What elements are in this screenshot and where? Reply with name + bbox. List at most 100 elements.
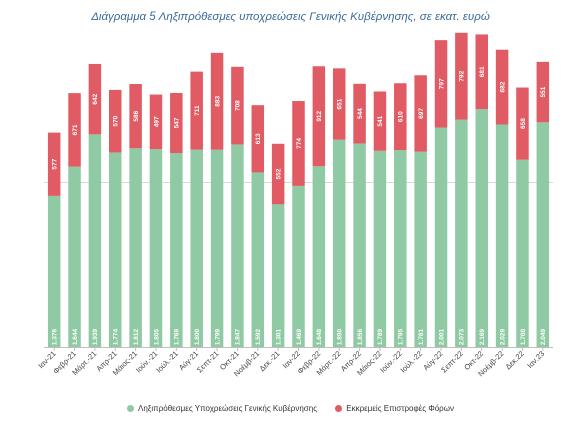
value-label-government-arrears-12: 1.469	[296, 328, 303, 345]
value-label-government-arrears-11: 1.301	[275, 328, 282, 345]
bar-government-arrears-9	[231, 144, 244, 347]
bar-government-arrears-0	[47, 195, 61, 347]
value-label-tax-refunds-1: 671	[72, 124, 79, 135]
value-label-government-arrears-15: 1.856	[357, 328, 364, 345]
value-label-tax-refunds-8: 883	[214, 95, 221, 106]
bar-government-arrears-18	[414, 151, 427, 347]
bar-tax-refunds-3	[109, 89, 122, 153]
bar-tax-refunds-2	[88, 63, 102, 135]
bar-government-arrears-4	[129, 148, 142, 347]
value-label-tax-refunds-12: 774	[296, 138, 303, 149]
value-label-government-arrears-6: 1.769	[174, 328, 181, 345]
bar-tax-refunds-12	[292, 101, 305, 186]
value-label-tax-refunds-21: 681	[479, 66, 486, 77]
value-label-tax-refunds-6: 547	[174, 117, 181, 128]
bar-tax-refunds-1	[68, 93, 81, 167]
value-label-government-arrears-9: 1.847	[235, 328, 242, 345]
bar-tax-refunds-6	[170, 93, 183, 153]
value-label-government-arrears-14: 1.890	[337, 328, 344, 345]
value-label-tax-refunds-24: 551	[540, 86, 547, 97]
value-label-government-arrears-13: 1.648	[316, 328, 323, 345]
bar-tax-refunds-24	[536, 61, 550, 123]
legend-label-series1: Ληξιπρόθεσμες Υποχρεώσεις Γενικής Κυβέρν…	[138, 404, 318, 413]
bar-government-arrears-15	[353, 143, 366, 347]
bar-government-arrears-21	[475, 109, 488, 348]
x-tick-label-8: Σεπτ-21	[195, 349, 220, 374]
legend-item-series2: Εκκρεμείς Επιστροφές Φόρων	[335, 404, 454, 413]
bar-government-arrears-2	[88, 134, 102, 347]
bar-tax-refunds-20	[455, 32, 468, 120]
value-label-tax-refunds-18: 697	[418, 108, 425, 119]
legend-label-series2: Εκκρεμείς Επιστροφές Φόρων	[346, 404, 454, 413]
x-tick-label-24: Ιαν.23	[525, 349, 546, 370]
bar-tax-refunds-23	[516, 87, 529, 160]
bar-government-arrears-3	[109, 152, 122, 347]
x-tick-label-6: Ιούλ.-21	[154, 349, 179, 374]
bar-government-arrears-10	[251, 172, 265, 347]
bar-government-arrears-11	[271, 204, 285, 347]
value-label-tax-refunds-7: 711	[194, 105, 201, 116]
value-label-government-arrears-16: 1.789	[377, 328, 384, 345]
bar-government-arrears-12	[292, 185, 305, 347]
x-tick-label-18: Ιούλ.-22	[399, 349, 424, 374]
bar-tax-refunds-10	[251, 105, 265, 173]
bar-government-arrears-13	[312, 166, 326, 347]
bar-tax-refunds-4	[129, 84, 142, 149]
value-label-tax-refunds-13: 912	[316, 110, 323, 121]
value-label-government-arrears-3: 1.774	[113, 328, 120, 345]
bar-tax-refunds-17	[394, 83, 407, 151]
value-label-government-arrears-5: 1.805	[153, 328, 160, 345]
bar-government-arrears-19	[434, 127, 448, 347]
value-label-government-arrears-1: 1.644	[72, 328, 79, 345]
value-label-government-arrears-17: 1.795	[398, 328, 405, 345]
bar-government-arrears-6	[170, 152, 183, 347]
bar-tax-refunds-0	[47, 132, 61, 196]
legend-swatch-series1	[127, 405, 135, 412]
bar-tax-refunds-8	[210, 52, 224, 150]
bar-government-arrears-24	[536, 122, 550, 347]
value-label-tax-refunds-0: 577	[51, 158, 58, 169]
bar-tax-refunds-18	[414, 75, 427, 152]
value-label-tax-refunds-16: 541	[377, 115, 384, 126]
value-label-government-arrears-22: 2.029	[499, 328, 506, 345]
value-label-tax-refunds-3: 570	[113, 115, 120, 126]
value-label-government-arrears-24: 2.049	[540, 328, 547, 345]
bar-government-arrears-16	[373, 150, 387, 347]
bar-tax-refunds-21	[475, 34, 488, 110]
value-label-tax-refunds-23: 658	[520, 118, 527, 129]
x-tick-label-23: Δεκ.22	[504, 349, 526, 371]
value-label-tax-refunds-9: 708	[235, 100, 242, 111]
value-label-government-arrears-2: 1.939	[92, 328, 99, 345]
bar-government-arrears-22	[495, 124, 509, 348]
value-label-tax-refunds-14: 651	[337, 98, 344, 109]
bar-tax-refunds-14	[332, 68, 346, 140]
value-label-government-arrears-20: 2.073	[459, 328, 466, 345]
value-label-government-arrears-21: 2.169	[479, 328, 486, 345]
value-label-tax-refunds-17: 610	[398, 111, 405, 122]
bar-government-arrears-14	[332, 139, 346, 347]
value-label-tax-refunds-20: 792	[459, 70, 466, 81]
chart-legend: Ληξιπρόθεσμες Υποχρεώσεις Γενικής Κυβέρν…	[0, 404, 581, 414]
bar-government-arrears-1	[68, 166, 81, 347]
bar-tax-refunds-22	[495, 49, 509, 125]
bar-tax-refunds-5	[149, 94, 163, 150]
x-tick-label-20: Σεπτ-22	[439, 349, 464, 374]
bar-government-arrears-23	[516, 159, 529, 347]
bar-tax-refunds-7	[190, 71, 203, 150]
bar-government-arrears-8	[210, 149, 224, 347]
value-label-government-arrears-4: 1.812	[133, 328, 140, 345]
bar-tax-refunds-11	[271, 143, 285, 205]
legend-swatch-series2	[335, 405, 343, 412]
value-label-tax-refunds-22: 682	[499, 81, 506, 92]
value-label-government-arrears-8: 1.799	[214, 328, 221, 345]
value-label-tax-refunds-2: 642	[92, 93, 99, 104]
bar-tax-refunds-19	[434, 40, 448, 128]
value-label-tax-refunds-11: 552	[275, 168, 282, 179]
x-tick-label-11: Δεκ.-21	[257, 349, 281, 373]
value-label-tax-refunds-5: 497	[153, 116, 160, 127]
value-label-government-arrears-0: 1.378	[51, 328, 58, 345]
bar-government-arrears-20	[455, 119, 468, 347]
value-label-government-arrears-19: 2.001	[438, 328, 445, 345]
value-label-government-arrears-18: 1.781	[418, 328, 425, 345]
